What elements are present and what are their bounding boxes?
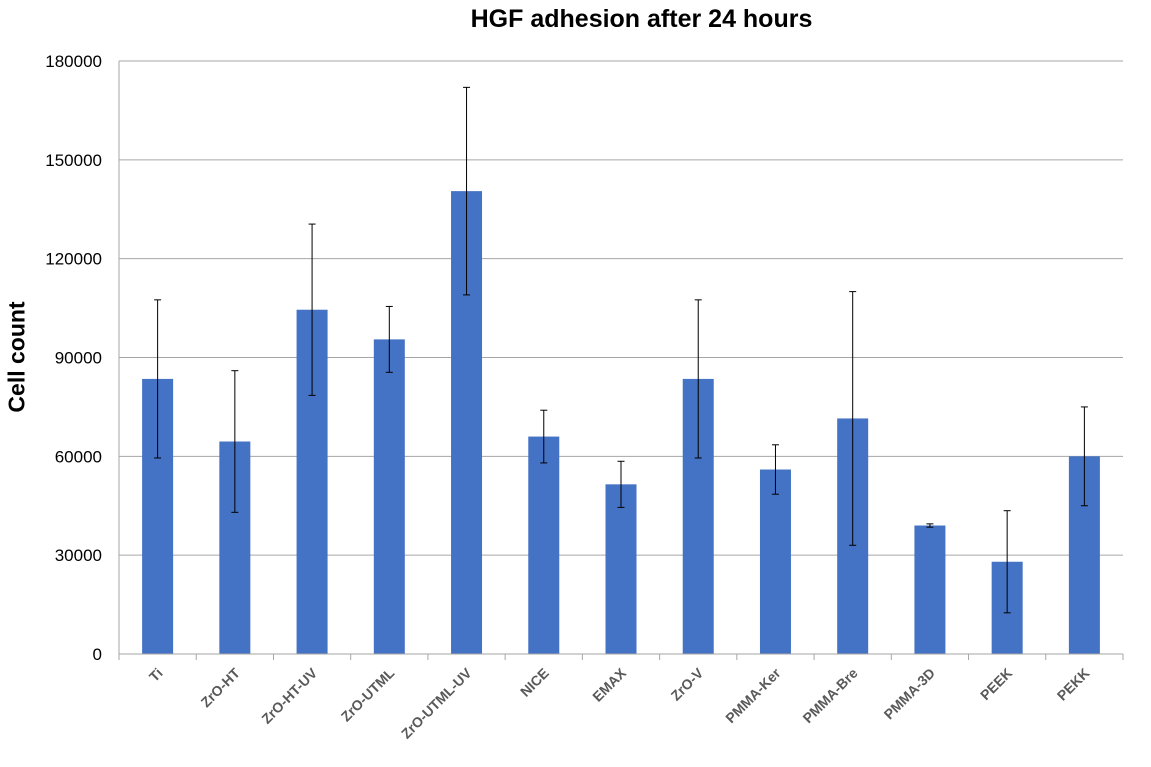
- x-tick-label: ZrO-V: [668, 664, 707, 703]
- error-bars: [154, 86, 1088, 614]
- x-tick-label: Ti: [146, 665, 166, 685]
- gridlines: [119, 60, 1123, 556]
- x-tick-label: ZrO-HT-UV: [258, 664, 320, 726]
- y-tick-label: 180000: [45, 52, 102, 71]
- x-tick-label: PMMA-3D: [881, 665, 939, 723]
- x-tick-label: ZrO-UTML-UV: [398, 664, 475, 741]
- x-tick-label: PMMA-Ker: [722, 664, 784, 726]
- chart-title: HGF adhesion after 24 hours: [470, 5, 813, 33]
- y-tick-labels: 0 30000 60000 90000 120000 150000 180000: [45, 52, 102, 664]
- x-tick-label: NICE: [517, 665, 552, 700]
- y-tick-label: 60000: [55, 447, 102, 466]
- axes: [118, 61, 1124, 660]
- y-tick-label: 30000: [55, 546, 102, 565]
- y-tick-label: 0: [93, 645, 102, 664]
- x-tick-label: EMAX: [589, 664, 629, 704]
- bar: [373, 339, 405, 654]
- y-tick-label: 120000: [45, 250, 102, 269]
- x-tick-label: PMMA-Bre: [799, 665, 861, 727]
- bar: [914, 525, 946, 654]
- y-tick-label: 90000: [55, 349, 102, 368]
- x-tick-label: ZrO-HT: [198, 664, 244, 710]
- x-tick-label: PEKK: [1054, 665, 1093, 704]
- y-tick-label: 150000: [45, 151, 102, 170]
- bar: [605, 484, 637, 654]
- x-tick-label: PEEK: [977, 665, 1015, 703]
- bar: [759, 469, 791, 654]
- x-tick-labels: Ti ZrO-HT ZrO-HT-UV ZrO-UTML ZrO-UTML-UV NICE…: [146, 664, 1093, 741]
- bar: [528, 436, 560, 654]
- x-tick-label: ZrO-UTML: [338, 664, 398, 724]
- bars: [142, 191, 1100, 654]
